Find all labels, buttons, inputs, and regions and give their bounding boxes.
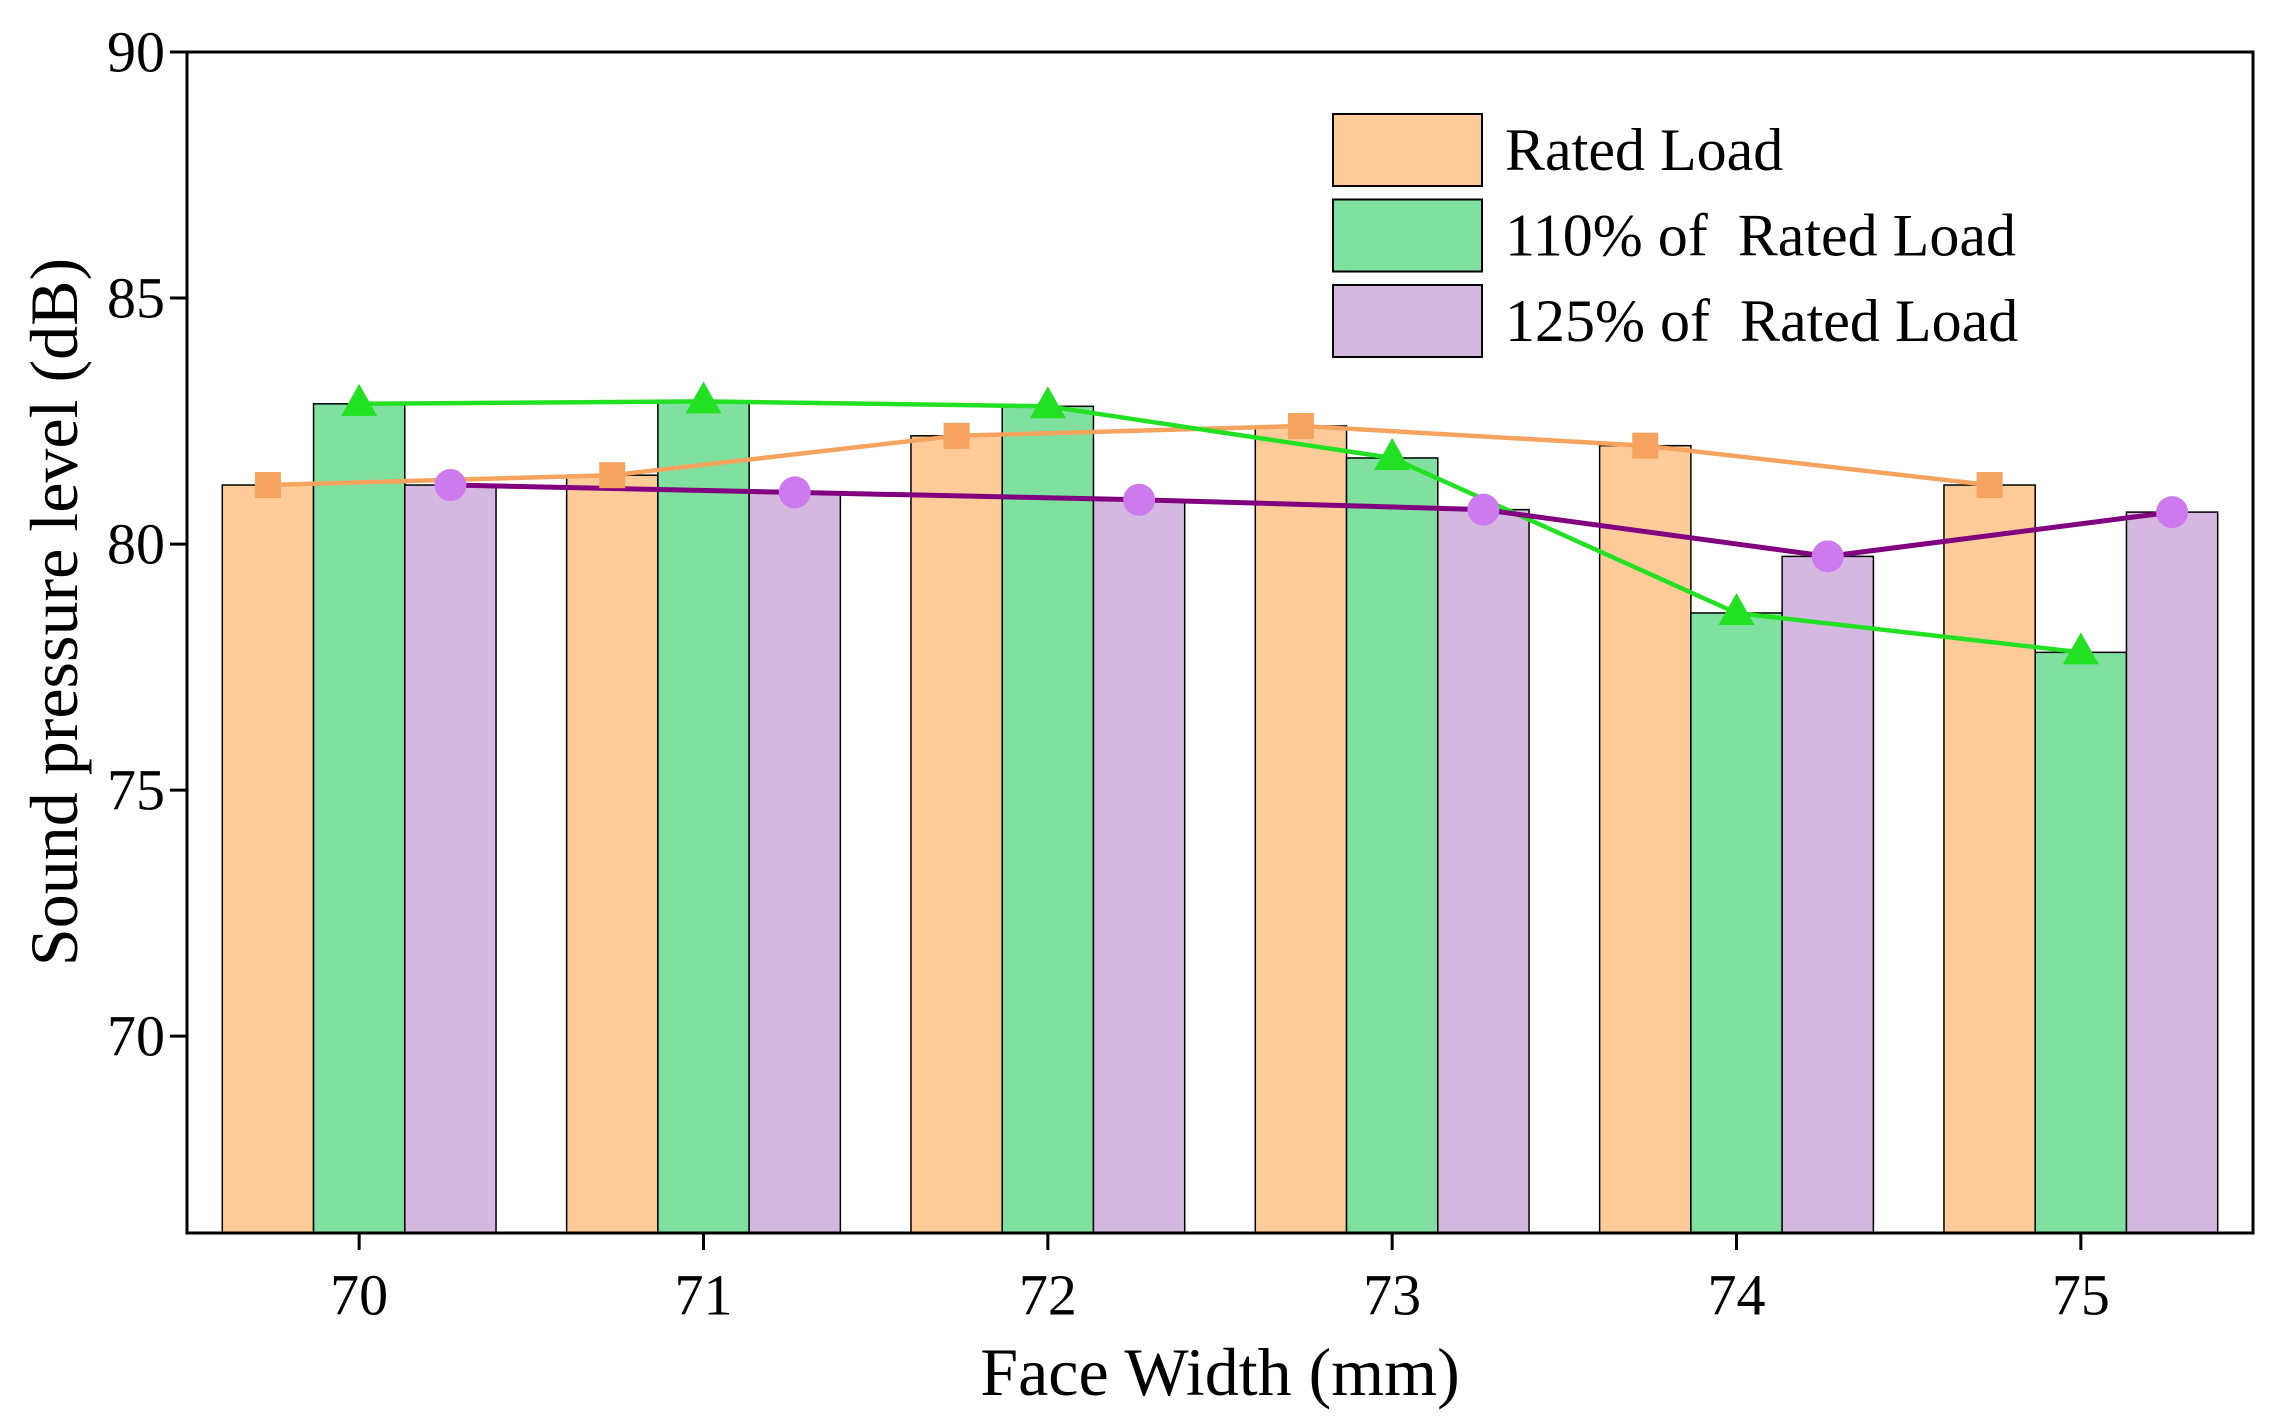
y-tick-label-90: 90: [107, 20, 165, 85]
marker-rated-load-72: [943, 422, 970, 449]
marker-rated-load-75: [1976, 472, 2003, 499]
bar-rated-load-74: [1598, 444, 1692, 1234]
bar-rated-load-70: [221, 484, 315, 1234]
marker-110-of-rated-load-71: [685, 381, 722, 414]
marker-110-of-rated-load-72: [1029, 386, 1066, 419]
marker-110-of-rated-load-75: [2062, 632, 2099, 665]
bar-125-of-rated-load-73: [1437, 508, 1530, 1234]
lines-layer: [267, 399, 2173, 655]
y-tick-label-75: 75: [107, 758, 165, 823]
marker-125-of-rated-load-70: [434, 469, 467, 502]
bar-110-of-rated-load-70: [312, 403, 406, 1234]
bar-110-of-rated-load-75: [2034, 651, 2128, 1234]
x-tick-label-72: 72: [1019, 1263, 1077, 1328]
marker-125-of-rated-load-74: [1811, 540, 1844, 573]
bar-125-of-rated-load-72: [1092, 499, 1186, 1234]
x-tick-label-73: 73: [1363, 1263, 1421, 1328]
legend-swatch-rated-load: [1332, 113, 1483, 187]
marker-125-of-rated-load-75: [2156, 496, 2189, 529]
legend-swatch-125-of-rated-load: [1332, 284, 1483, 358]
y-tick-label-85: 85: [107, 266, 165, 331]
line-110-of-rated-load: [359, 399, 2082, 655]
marker-110-of-rated-load-73: [1374, 437, 1411, 470]
bar-125-of-rated-load-71: [748, 491, 842, 1234]
legend-label-rated-load: Rated Load: [1505, 117, 1783, 183]
x-axis-label: Face Width (mm): [980, 1334, 1459, 1410]
marker-125-of-rated-load-72: [1123, 483, 1156, 516]
y-axis-label: Sound pressure level (dB): [16, 258, 92, 966]
y-tick-label-80: 80: [107, 512, 165, 577]
axes-layer: 70 75 80 85 90 70 71 72 73 74 75: [107, 20, 2255, 1328]
x-tick-label-74: 74: [1708, 1263, 1766, 1328]
line-rated-load: [267, 423, 1990, 488]
marker-rated-load-70: [254, 472, 281, 499]
bar-125-of-rated-load-70: [404, 484, 497, 1234]
legend: Rated Load 110% of Rated Load 125% of Rate…: [1332, 113, 2018, 358]
bar-110-of-rated-load-71: [657, 400, 750, 1234]
legend-label-125-of-rated-load: 125% of Rated Load: [1505, 288, 2018, 354]
legend-label-110-of-rated-load: 110% of Rated Load: [1505, 203, 2016, 269]
bar-125-of-rated-load-74: [1781, 555, 1875, 1234]
x-tick-label-75: 75: [2052, 1263, 2110, 1328]
bar-125-of-rated-load-75: [2125, 511, 2219, 1234]
bars-layer: [221, 400, 2219, 1234]
legend-swatch-110-of-rated-load: [1332, 198, 1483, 273]
bar-110-of-rated-load-74: [1690, 612, 1783, 1234]
markers-layer: [254, 381, 2189, 665]
y-tick-label-70: 70: [107, 1004, 165, 1069]
bar-110-of-rated-load-73: [1345, 457, 1439, 1234]
bar-rated-load-75: [1943, 484, 2036, 1234]
marker-rated-load-71: [599, 462, 626, 489]
marker-110-of-rated-load-74: [1718, 592, 1755, 625]
marker-rated-load-74: [1632, 432, 1659, 459]
bar-rated-load-72: [910, 435, 1003, 1234]
line-125-of-rated-load: [450, 482, 2173, 559]
marker-125-of-rated-load-73: [1467, 493, 1500, 526]
bar-110-of-rated-load-72: [1001, 405, 1095, 1234]
x-tick-label-71: 71: [675, 1263, 733, 1328]
bar-rated-load-73: [1254, 425, 1348, 1234]
bar-rated-load-71: [565, 474, 659, 1234]
x-tick-label-70: 70: [330, 1263, 388, 1328]
marker-125-of-rated-load-71: [778, 476, 811, 509]
plot-frame: [185, 50, 2255, 1235]
marker-110-of-rated-load-70: [341, 383, 378, 416]
marker-rated-load-73: [1287, 412, 1314, 439]
